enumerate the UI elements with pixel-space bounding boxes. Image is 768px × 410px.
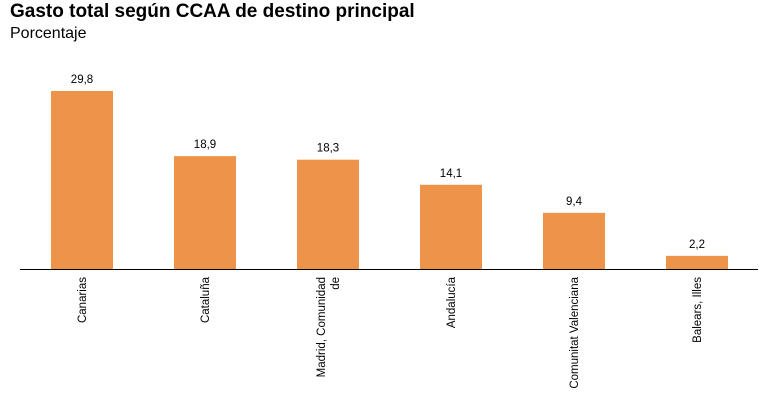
bar xyxy=(174,156,236,269)
x-tick-label-line: Madrid, Comunidad xyxy=(316,277,328,377)
bar xyxy=(666,255,728,269)
x-tick-label-line: Cataluña xyxy=(200,276,212,323)
x-tick-label: Canarias xyxy=(77,277,89,323)
data-label: 2,2 xyxy=(689,239,705,251)
bar xyxy=(51,91,113,269)
bar xyxy=(420,184,482,269)
x-tick-label: Comunitat Valenciana xyxy=(569,276,581,388)
x-tick-label-line: Andalucía xyxy=(446,276,458,328)
data-label: 18,9 xyxy=(194,139,216,151)
x-tick-label-line: de xyxy=(330,277,342,290)
bar xyxy=(543,212,605,269)
x-tick-label-line: Canarias xyxy=(77,277,89,323)
x-tick-label: Madrid, Comunidad de xyxy=(316,277,342,377)
data-label: 18,3 xyxy=(317,143,339,155)
x-tick-label-line: Comunitat Valenciana xyxy=(569,276,581,388)
data-label: 9,4 xyxy=(566,196,583,208)
x-tick-label: Balears, Illes xyxy=(692,277,704,343)
chart-subtitle: Porcentaje xyxy=(10,25,87,42)
chart-title: Gasto total según CCAA de destino princi… xyxy=(10,1,415,22)
data-label: 29,8 xyxy=(71,74,93,86)
x-tick-label-line: Balears, Illes xyxy=(692,277,704,343)
data-label: 14,1 xyxy=(440,168,462,180)
x-tick-label: Andalucía xyxy=(446,276,458,328)
bar xyxy=(297,159,359,269)
x-tick-label: Cataluña xyxy=(200,276,212,323)
